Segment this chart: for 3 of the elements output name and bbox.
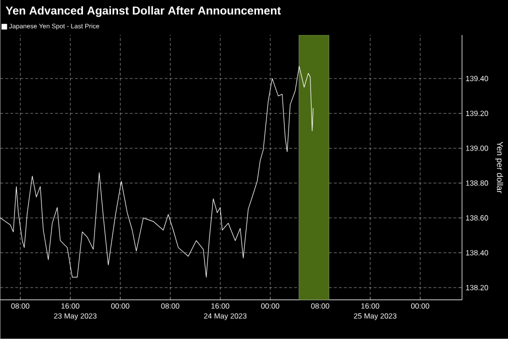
chart-title: Yen Advanced Against Dollar After Announcement: [6, 6, 281, 17]
y-axis-title: Yen per dollar: [495, 142, 504, 194]
line-series: [0, 66, 314, 278]
